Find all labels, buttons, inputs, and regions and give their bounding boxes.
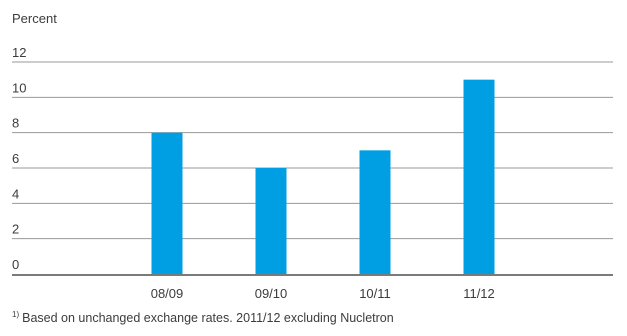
x-tick-label-10-11: 10/11 bbox=[359, 286, 391, 301]
bar-10-11 bbox=[359, 150, 391, 274]
x-tick-label-11-12: 11/12 bbox=[463, 286, 495, 301]
y-tick-label-6: 6 bbox=[12, 151, 19, 166]
y-tick-label-8: 8 bbox=[12, 116, 19, 131]
y-axis-label: Percent bbox=[12, 11, 57, 26]
footnote-text: Based on unchanged exchange rates. 2011/… bbox=[22, 311, 394, 325]
x-tick-label-09-10: 09/10 bbox=[255, 286, 288, 301]
x-tick-label-08-09: 08/09 bbox=[151, 286, 184, 301]
gridlines bbox=[12, 61, 613, 240]
y-tick-label-0: 0 bbox=[12, 257, 19, 272]
y-tick-label-12: 12 bbox=[12, 45, 26, 60]
bar-09-10 bbox=[255, 168, 287, 274]
y-tick-label-10: 10 bbox=[12, 80, 26, 95]
bar-08-09 bbox=[151, 132, 183, 274]
x-tick-labels: 08/09 09/10 10/11 11/12 bbox=[151, 286, 495, 301]
footnote-marker: 1) bbox=[12, 310, 20, 319]
y-tick-labels: 0 2 4 6 8 10 12 bbox=[12, 45, 26, 272]
y-tick-label-4: 4 bbox=[12, 186, 19, 201]
footnote: 1) Based on unchanged exchange rates. 201… bbox=[12, 310, 394, 325]
bar-11-12 bbox=[463, 79, 495, 275]
bars bbox=[151, 79, 495, 275]
y-tick-label-2: 2 bbox=[12, 222, 19, 237]
